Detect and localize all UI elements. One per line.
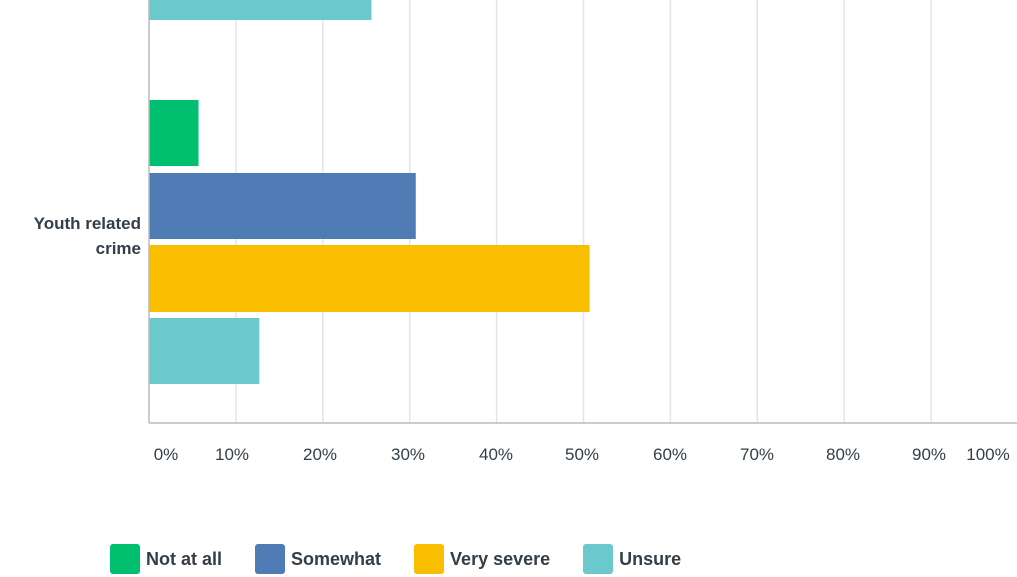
x-tick-label: 40% xyxy=(479,445,513,464)
bar-unsure xyxy=(149,0,372,20)
bars xyxy=(149,0,590,384)
category-label: Youth related xyxy=(34,214,141,233)
legend-label: Not at all xyxy=(146,548,223,569)
legend-item: Unsure xyxy=(583,544,681,574)
x-tick-label: 80% xyxy=(826,445,860,464)
x-tick-label: 70% xyxy=(740,445,774,464)
x-tick-label: 10% xyxy=(215,445,249,464)
axis xyxy=(148,0,1017,424)
bar-very-severe xyxy=(149,245,590,312)
legend-item: Very severe xyxy=(414,544,550,574)
x-tick-label: 20% xyxy=(303,445,337,464)
legend-item: Somewhat xyxy=(255,544,381,574)
x-tick-label: 50% xyxy=(565,445,599,464)
legend-label: Very severe xyxy=(450,548,551,569)
x-tick-label: 0% xyxy=(154,445,179,464)
x-tick-label: 100% xyxy=(966,445,1009,464)
x-tick-label: 90% xyxy=(912,445,946,464)
legend: Not at all Somewhat Very severe Unsure xyxy=(110,544,714,574)
x-tick-label: 30% xyxy=(391,445,425,464)
gridlines xyxy=(235,0,932,423)
legend-swatch xyxy=(414,544,445,574)
legend-swatch xyxy=(583,544,614,574)
category-label: crime xyxy=(96,239,141,258)
category-labels: Youth related crime xyxy=(34,214,141,258)
x-axis-ticks: 0% 10% 20% 30% 40% 50% 60% 70% 80% 90% 100% xyxy=(154,445,1010,464)
legend-label: Unsure xyxy=(619,548,682,569)
legend-swatch xyxy=(255,544,286,574)
bar-not-at-all xyxy=(149,100,199,166)
bar-unsure xyxy=(149,318,260,384)
x-tick-label: 60% xyxy=(653,445,687,464)
legend-label: Somewhat xyxy=(291,548,382,569)
legend-swatch xyxy=(110,544,140,574)
legend-item: Not at all xyxy=(110,544,222,574)
bar-somewhat xyxy=(149,173,416,239)
